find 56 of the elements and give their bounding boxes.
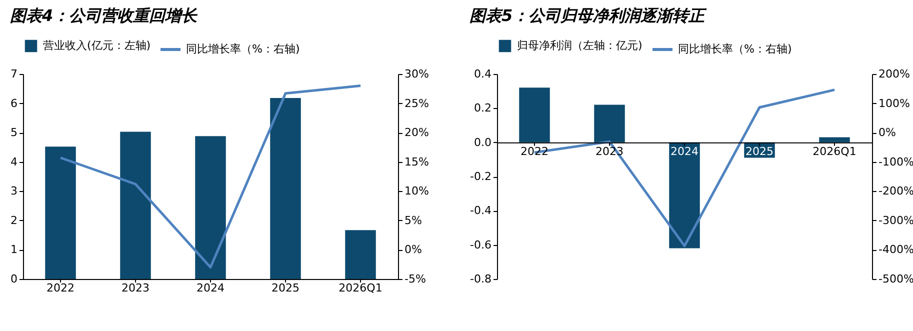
bar [519,88,550,142]
y2-tick-label: 100% [878,96,910,110]
y2-tick-label: -500% [878,272,913,286]
x-tick-label: 2023 [122,282,150,294]
y-tick-label: 0.0 [474,136,492,149]
bar [819,137,850,142]
y-tick-label: -0.2 [470,170,492,183]
bar [345,230,376,279]
y-tick-label: 7 [10,68,18,80]
x-tick-label: 2025 [272,282,300,294]
y-tick-label: -0.6 [470,238,492,252]
x-tick-label: 2022 [46,282,74,294]
y2-tick-label: -100% [878,155,913,168]
chart-title: 图表5：公司归母净利润逐渐转正 [470,6,708,25]
y-tick-label: -0.4 [470,204,492,218]
y2-tick-label: 15% [404,155,429,168]
legend-label: 营业收入(亿元：左轴) [43,39,151,52]
y-tick-label: 1 [10,243,18,256]
y2-tick-label: 200% [878,68,910,80]
x-tick-label: 2025 [746,144,774,158]
bar [45,146,76,279]
y2-tick-label: 25% [404,96,429,110]
y2-tick-label: 10% [404,184,429,198]
x-tick-label: 2024 [670,144,698,158]
y-tick-label: 5 [10,126,18,140]
y-tick-label: 0 [10,272,18,286]
y-tick-label: 6 [10,96,18,110]
y2-tick-label: 5% [404,214,422,227]
x-tick-label: 2026Q1 [812,144,856,158]
bar [594,104,625,142]
y2-tick-label: -300% [878,214,913,227]
y2-tick-label: 30% [404,68,429,80]
legend-label: 同比增长率（%：右轴) [186,42,300,56]
legend-label: 同比增长率（%：右轴) [678,42,792,56]
bar [120,132,151,279]
line-series [59,84,362,269]
y-tick-label: 2 [10,214,18,227]
legend-label: 归母净利润（左轴：亿元) [517,39,642,52]
y2-tick-label: 0% [404,243,422,256]
y2-tick-label: 20% [404,126,429,140]
y2-tick-label: -400% [878,243,913,256]
bar [195,136,226,279]
x-tick-label: 2024 [196,282,224,294]
y-tick-label: 4 [10,155,18,168]
y2-tick-label: 0% [878,126,896,140]
chart-title: 图表4：公司营收重回增长 [10,6,198,25]
y2-tick-label: -5% [404,272,426,286]
bar [270,98,301,279]
bar [669,142,700,248]
y-tick-label: -0.8 [470,272,492,286]
x-tick-label: 2022 [520,144,548,158]
y2-tick-label: -200% [878,184,913,198]
y-tick-label: 3 [10,184,18,198]
y-tick-label: 0.2 [474,102,492,115]
x-tick-label: 2026Q1 [338,282,382,294]
y-tick-label: 0.4 [474,68,492,80]
